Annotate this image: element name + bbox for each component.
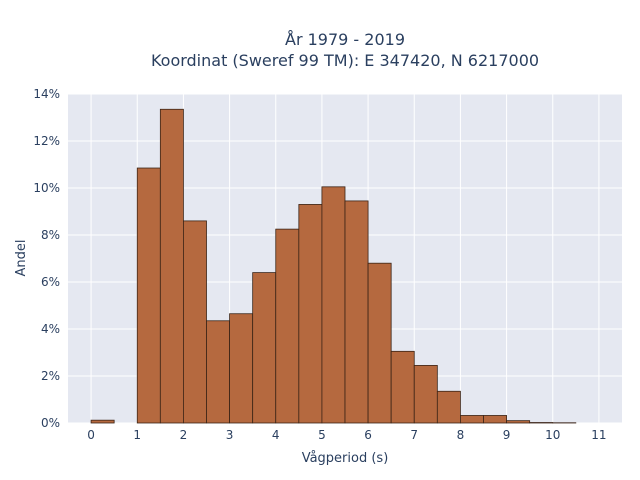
histogram-bar	[460, 415, 484, 424]
histogram-bar	[321, 186, 346, 424]
histogram-bar	[506, 420, 531, 424]
y-tick-label: 12%	[33, 134, 60, 148]
y-axis-title: Andel	[14, 240, 29, 277]
y-tick-label: 4%	[41, 322, 60, 336]
x-tick-label: 9	[503, 428, 511, 442]
histogram-bar	[229, 313, 254, 424]
histogram-bar	[136, 167, 161, 424]
histogram-bar	[206, 320, 230, 424]
histogram-bar	[183, 220, 207, 424]
x-tick-label: 6	[364, 428, 372, 442]
x-axis-title: Vågperiod (s)	[302, 451, 389, 466]
y-tick-label: 6%	[41, 275, 60, 289]
x-tick-label: 2	[180, 428, 188, 442]
histogram-bar	[483, 415, 507, 424]
x-tick-label: 4	[272, 428, 280, 442]
x-tick-label: 8	[457, 428, 465, 442]
histogram-bar	[344, 200, 369, 424]
histogram-bar	[367, 262, 392, 424]
tick-labels: 0 1 2 3 4 5 6 7 8 9 10 11 0% 2% 4% 6% 8% 10% 12% 14%	[33, 87, 606, 442]
histogram-bar	[159, 108, 184, 424]
x-tick-label: 11	[591, 428, 606, 442]
histogram-bar	[252, 272, 277, 424]
chart-title-line-2: Koordinat (Sweref 99 TM): E 347420, N 62…	[151, 51, 539, 70]
histogram-bar	[436, 390, 461, 424]
x-tick-label: 10	[545, 428, 560, 442]
histogram-bar	[413, 365, 438, 424]
y-tick-label: 14%	[33, 87, 60, 101]
histogram-bar	[90, 419, 115, 424]
y-tick-label: 0%	[41, 416, 60, 430]
x-tick-label: 3	[226, 428, 234, 442]
bars	[90, 108, 577, 424]
x-tick-label: 5	[318, 428, 326, 442]
x-tick-label: 7	[410, 428, 418, 442]
chart-title-line-1: År 1979 - 2019	[285, 30, 405, 49]
y-tick-label: 8%	[41, 228, 60, 242]
y-tick-label: 10%	[33, 181, 60, 195]
histogram-bar	[275, 228, 300, 424]
x-tick-label: 0	[87, 428, 95, 442]
histogram-bar	[298, 204, 323, 424]
histogram-bar	[390, 350, 415, 424]
x-tick-label: 1	[133, 428, 141, 442]
y-tick-label: 2%	[41, 369, 60, 383]
